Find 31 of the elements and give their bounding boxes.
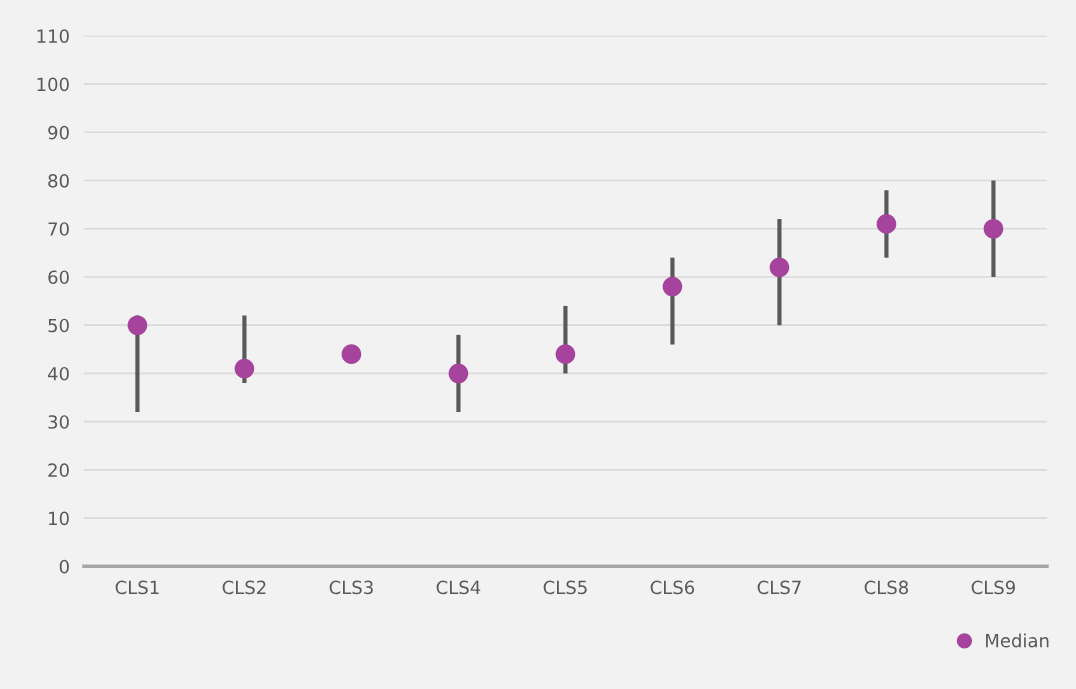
y-tick-label: 100	[37, 77, 69, 92]
x-tick-label: CLS7	[757, 580, 801, 595]
x-tick-label: CLS1	[115, 580, 159, 595]
x-tick-label: CLS6	[650, 580, 695, 595]
x-tick-label: CLS4	[436, 580, 481, 595]
point	[448, 363, 469, 384]
y-tick-label: 110	[37, 29, 69, 43]
x-tick-label: CLS9	[971, 580, 1015, 595]
y-tick-label: 90	[48, 125, 69, 140]
y-tick-label: 30	[48, 415, 69, 429]
x-tick-label: CLS3	[329, 580, 373, 595]
y-tick-label: 40	[47, 366, 69, 381]
x-tick-label: CLS5	[543, 580, 587, 595]
y-tick-label: 80	[48, 173, 69, 188]
y-tick-label: 50	[48, 318, 69, 333]
x-tick-label: CLS8	[864, 580, 909, 595]
point	[234, 358, 255, 379]
x-tick-label: CLS2	[222, 580, 266, 595]
legend-label: Median	[986, 633, 1049, 648]
y-tick-label: 60	[48, 270, 69, 285]
point	[983, 218, 1004, 239]
point	[127, 315, 148, 336]
point	[876, 214, 897, 234]
point	[662, 276, 683, 297]
point	[341, 344, 362, 364]
y-tick-label: 10	[49, 511, 69, 526]
point	[555, 344, 576, 364]
point	[769, 257, 790, 278]
y-tick-label: 0	[59, 559, 69, 574]
y-tick-label: 70	[48, 222, 69, 236]
y-tick-label: 20	[48, 463, 69, 478]
